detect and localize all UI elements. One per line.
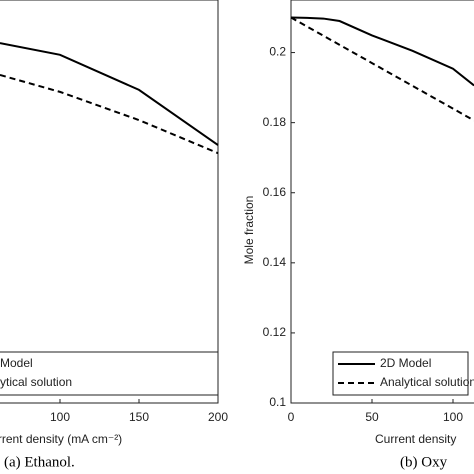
legend-label: Analytical solution [380, 375, 474, 389]
x-tick-label: 100 [50, 410, 70, 424]
caption: (a) Ethanol. [4, 454, 75, 470]
y-tick-label: 0.1 [269, 395, 286, 409]
legend-label: 2D Model [380, 356, 431, 370]
x-tick-label: 100 [443, 410, 463, 424]
x-tick-label: 200 [208, 410, 228, 424]
y-axis-label: Mole fraction [242, 196, 256, 265]
y-tick-label: 0.12 [263, 325, 287, 339]
legend-box [0, 351, 219, 396]
plot-frame [0, 0, 219, 404]
caption: (b) Oxy [400, 454, 448, 470]
plot-frame [290, 0, 474, 404]
x-tick-label: 0 [288, 410, 295, 424]
legend-label: Model [0, 356, 33, 370]
x-axis-label: rrent density (mA cm⁻²) [0, 432, 122, 446]
x-tick-label: 50 [365, 410, 379, 424]
y-tick-label: 0.14 [263, 255, 287, 269]
series-line [0, 73, 219, 155]
y-tick-label: 0.18 [263, 115, 287, 129]
legend-box [332, 351, 469, 396]
series-line [290, 16, 474, 122]
series-line [0, 42, 219, 146]
x-axis-label: Current density [375, 432, 456, 446]
x-tick-label: 150 [129, 410, 149, 424]
y-tick-label: 0.16 [263, 185, 287, 199]
series-line [290, 16, 474, 87]
y-tick-label: 0.2 [269, 45, 286, 59]
legend-label: ytical solution [0, 375, 72, 389]
